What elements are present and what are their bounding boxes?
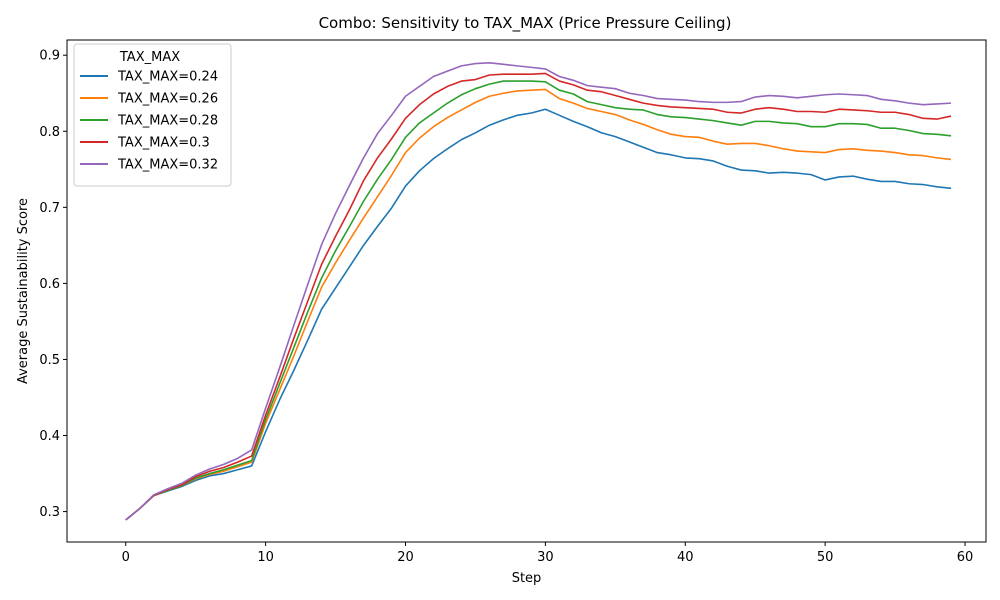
legend-title: TAX_MAX [119, 50, 180, 65]
y-tick-label: 0.3 [39, 505, 60, 520]
y-tick-label: 0.7 [39, 201, 60, 216]
series-line-2 [125, 88, 952, 521]
x-axis: 0 10 20 30 40 50 60 [122, 542, 974, 565]
legend-items: TAX_MAX=0.24 TAX_MAX=0.26 TAX_MAX=0.28 TAX_… [80, 70, 218, 173]
chart-title: Combo: Sensitivity to TAX_MAX (Price Pre… [319, 14, 732, 33]
x-tick-label: 50 [817, 550, 834, 565]
legend-label-5: TAX_MAX=0.32 [117, 158, 218, 173]
y-axis: 0.3 0.4 0.5 0.6 0.7 0.8 0.9 [39, 49, 67, 520]
series-layer [125, 62, 952, 521]
x-tick-label: 30 [537, 550, 554, 565]
y-tick-label: 0.5 [39, 353, 60, 368]
plot-frame [66, 39, 987, 543]
legend-label-2: TAX_MAX=0.26 [117, 92, 218, 107]
legend-label-1: TAX_MAX=0.24 [117, 70, 218, 85]
y-tick-label: 0.4 [39, 429, 60, 444]
legend: TAX_MAX TAX_MAX=0.24TAX_MAX=0.26TAX_MAX=… [73, 43, 232, 187]
x-tick-label: 40 [677, 550, 694, 565]
series-line-3 [125, 80, 952, 521]
y-tick-label: 0.8 [39, 125, 60, 140]
x-tick-label: 10 [257, 550, 274, 565]
series-line-1 [125, 108, 952, 521]
x-tick-label: 60 [957, 550, 974, 565]
y-tick-label: 0.9 [39, 49, 60, 64]
y-tick-label: 0.6 [39, 277, 60, 292]
series-line-4 [125, 72, 952, 521]
x-tick-label: 20 [397, 550, 414, 565]
x-axis-title: Step [512, 571, 542, 586]
legend-label-4: TAX_MAX=0.3 [117, 136, 210, 151]
legend-box [73, 43, 232, 187]
y-axis-title: Average Sustainability Score [16, 198, 31, 384]
x-tick-label: 0 [122, 550, 130, 565]
series-line-5 [125, 62, 952, 521]
legend-label-3: TAX_MAX=0.28 [117, 114, 218, 129]
